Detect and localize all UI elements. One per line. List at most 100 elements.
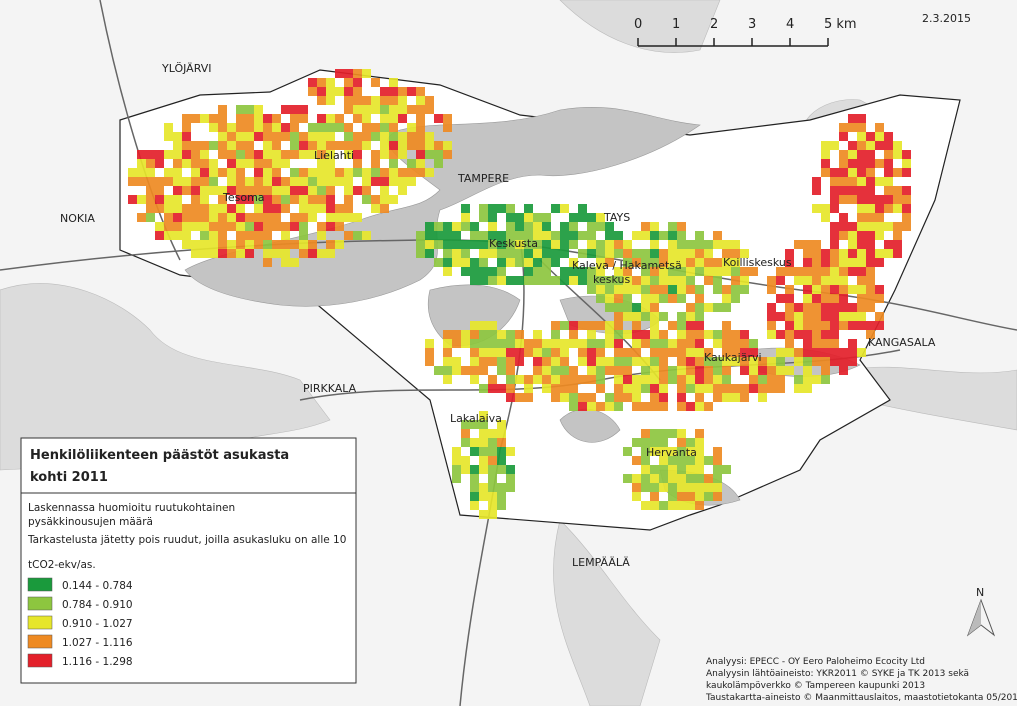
grid-cell [470, 267, 479, 276]
grid-cell [830, 303, 839, 312]
grid-cell [443, 123, 452, 132]
grid-cell [416, 240, 425, 249]
grid-cell [713, 366, 722, 375]
grid-cell [506, 339, 515, 348]
grid-cell [299, 213, 308, 222]
grid-cell [146, 186, 155, 195]
grid-cell [290, 150, 299, 159]
grid-cell [866, 249, 875, 258]
grid-cell [443, 141, 452, 150]
grid-cell [821, 213, 830, 222]
grid-cell [569, 375, 578, 384]
grid-cell [884, 132, 893, 141]
grid-cell [668, 348, 677, 357]
grid-cell [875, 159, 884, 168]
grid-cell [659, 258, 668, 267]
grid-cell [290, 114, 299, 123]
grid-cell [659, 474, 668, 483]
grid-cell [614, 240, 623, 249]
grid-cell [308, 195, 317, 204]
grid-cell [173, 186, 182, 195]
grid-cell [569, 402, 578, 411]
grid-cell [569, 258, 578, 267]
grid-cell [686, 357, 695, 366]
grid-cell [848, 177, 857, 186]
grid-cell [344, 204, 353, 213]
grid-cell [767, 276, 776, 285]
grid-cell [245, 222, 254, 231]
grid-cell [335, 204, 344, 213]
grid-cell [839, 186, 848, 195]
grid-cell [848, 186, 857, 195]
grid-cell [578, 402, 587, 411]
grid-cell [254, 132, 263, 141]
grid-cell [713, 276, 722, 285]
grid-cell [245, 249, 254, 258]
grid-cell [362, 186, 371, 195]
grid-cell [803, 267, 812, 276]
grid-cell [686, 447, 695, 456]
grid-cell [605, 402, 614, 411]
grid-cell [650, 429, 659, 438]
grid-cell [686, 402, 695, 411]
grid-cell [173, 213, 182, 222]
grid-cell [236, 177, 245, 186]
grid-cell [155, 177, 164, 186]
grid-cell [245, 150, 254, 159]
grid-cell [857, 276, 866, 285]
grid-cell [308, 177, 317, 186]
grid-cell [767, 357, 776, 366]
grid-cell [578, 357, 587, 366]
place-label: TAMPERE [457, 172, 509, 185]
grid-cell [713, 393, 722, 402]
grid-cell [668, 456, 677, 465]
grid-cell [263, 159, 272, 168]
grid-cell [218, 204, 227, 213]
grid-cell [713, 303, 722, 312]
place-label: keskus [593, 273, 630, 286]
grid-cell [848, 168, 857, 177]
grid-cell [605, 285, 614, 294]
grid-cell [632, 321, 641, 330]
grid-cell [803, 285, 812, 294]
grid-cell [713, 474, 722, 483]
grid-cell [695, 393, 704, 402]
grid-cell [317, 222, 326, 231]
grid-cell [614, 384, 623, 393]
legend-label: 0.784 - 0.910 [62, 599, 133, 611]
grid-cell [299, 195, 308, 204]
grid-cell [875, 141, 884, 150]
grid-cell [659, 330, 668, 339]
grid-cell [551, 204, 560, 213]
grid-cell [380, 186, 389, 195]
grid-cell [362, 168, 371, 177]
grid-cell [767, 321, 776, 330]
grid-cell [560, 249, 569, 258]
grid-cell [389, 132, 398, 141]
grid-cell [668, 375, 677, 384]
grid-cell [785, 366, 794, 375]
grid-cell [848, 357, 857, 366]
grid-cell [128, 195, 137, 204]
grid-cell [668, 285, 677, 294]
grid-cell [812, 339, 821, 348]
grid-cell [713, 339, 722, 348]
grid-cell [461, 240, 470, 249]
grid-cell [614, 321, 623, 330]
grid-cell [731, 357, 740, 366]
grid-cell [578, 321, 587, 330]
grid-cell [587, 240, 596, 249]
grid-cell [596, 276, 605, 285]
grid-cell [731, 240, 740, 249]
grid-cell [416, 96, 425, 105]
grid-cell [290, 186, 299, 195]
grid-cell [704, 240, 713, 249]
grid-cell [353, 105, 362, 114]
grid-cell [857, 114, 866, 123]
grid-cell [506, 366, 515, 375]
grid-cell [821, 150, 830, 159]
grid-cell [263, 132, 272, 141]
grid-cell [857, 159, 866, 168]
grid-cell [830, 168, 839, 177]
